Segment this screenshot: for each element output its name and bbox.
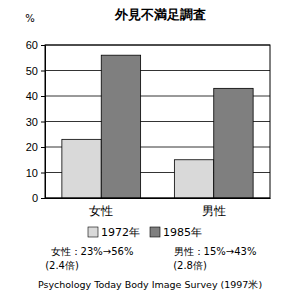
y-tick: 50 [26,65,45,77]
y-tick-label: 0 [32,192,38,204]
bar [62,139,101,198]
x-tick-label: 女性 [89,204,113,218]
legend-swatch [88,227,98,237]
y-tick: 0 [32,192,45,204]
y-tick: 60 [26,39,45,51]
annotation: 女性：23%→56% [51,246,134,257]
y-tick: 20 [26,141,45,153]
y-tick-mark [41,122,45,123]
y-tick: 10 [26,167,45,179]
bars [62,55,253,198]
plot-frame [45,45,270,198]
y-tick-label: 40 [26,90,38,102]
y-tick-mark [41,45,45,46]
y-tick-label: 10 [26,167,38,179]
x-tick: 女性 [89,198,113,218]
annotation: 男性：15%→43% [174,246,257,257]
legend: 1972年 1985年 [88,226,202,239]
x-axis-line [46,198,271,199]
x-tick-label: 男性 [202,204,226,218]
plot: 0 10 20 30 40 50 60 女性 男性 [26,39,271,218]
y-tick-mark [41,96,45,97]
bar [174,160,213,198]
y-tick-label: 60 [26,39,38,51]
bar [101,55,140,198]
y-tick: 40 [26,90,45,102]
y-axis: 0 10 20 30 40 50 60 [26,39,46,204]
grid [45,45,270,198]
y-tick-mark [41,173,45,174]
bar [214,88,253,198]
annotation: (2.8倍) [173,260,207,271]
annotation: Psychology Today Body Image Survey (1997… [38,279,262,290]
y-axis-title: % [25,13,35,24]
legend-label: 1985年 [163,226,202,239]
annotation: (2.4倍) [45,260,79,271]
chart: 0 10 20 30 40 50 60 女性 男性 外見不満足調査% 1972年 1985年女性：23… [0,0,300,300]
title: 外見不満足調査 [114,7,206,22]
y-tick-label: 30 [26,116,38,128]
grid-line [45,70,270,71]
legend-label: 1972年 [101,226,140,239]
x-tick: 男性 [202,198,226,218]
y-tick-label: 50 [26,65,38,77]
y-tick-mark [41,198,45,199]
x-axis: 女性 男性 [46,198,271,218]
y-tick-label: 20 [26,141,38,153]
y-tick-mark [41,71,45,72]
y-tick: 30 [26,116,45,128]
y-tick-mark [41,147,45,148]
y-axis-line [41,46,46,199]
legend-swatch [150,227,160,237]
